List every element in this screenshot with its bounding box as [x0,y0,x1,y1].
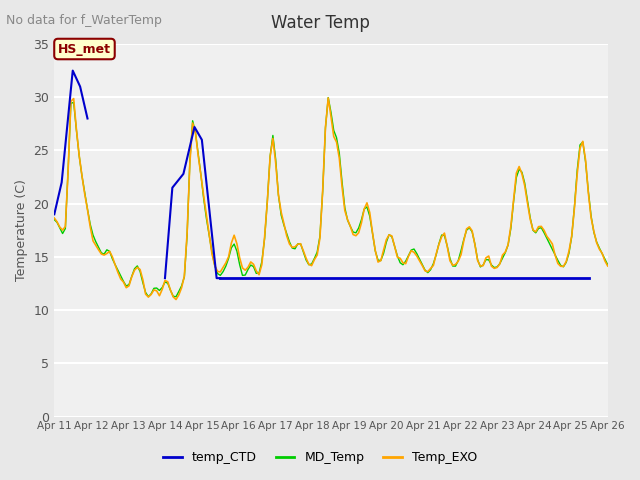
Text: HS_met: HS_met [58,43,111,56]
Text: Water Temp: Water Temp [271,14,369,33]
Y-axis label: Temperature (C): Temperature (C) [15,180,28,281]
Legend: temp_CTD, MD_Temp, Temp_EXO: temp_CTD, MD_Temp, Temp_EXO [158,446,482,469]
Text: No data for f_WaterTemp: No data for f_WaterTemp [6,14,163,27]
